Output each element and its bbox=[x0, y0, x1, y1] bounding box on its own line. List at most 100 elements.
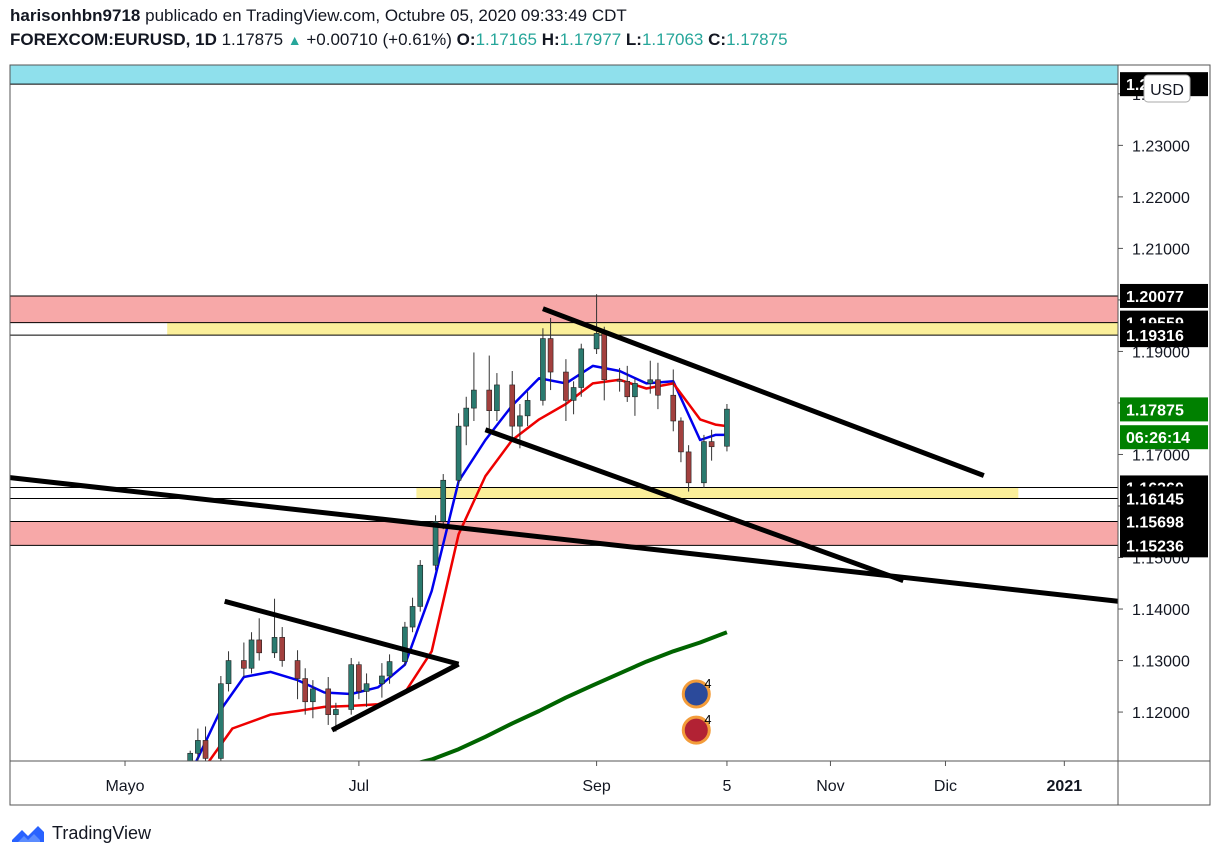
candle-body bbox=[616, 379, 623, 382]
price-label-box bbox=[1120, 283, 1208, 308]
candle-body bbox=[455, 425, 462, 481]
candle-body bbox=[363, 683, 370, 692]
candle-body bbox=[417, 564, 424, 607]
up-triangle-icon: ▲ bbox=[287, 32, 302, 48]
x-tick-label: 2021 bbox=[1047, 778, 1083, 795]
author-name[interactable]: harisonhbn9718 bbox=[10, 6, 141, 25]
candle-body bbox=[655, 379, 661, 396]
open-value: 1.17165 bbox=[475, 30, 538, 49]
candle-body bbox=[386, 661, 393, 677]
trendlines-layer bbox=[10, 306, 1118, 733]
trendline-triangle-upper bbox=[224, 598, 460, 667]
candle-body bbox=[486, 389, 493, 411]
chart-header: harisonhbn9718 publicado en TradingView.… bbox=[10, 6, 1210, 54]
price-label-text: 1.20077 bbox=[1126, 289, 1184, 306]
close-value: 1.17875 bbox=[726, 30, 788, 49]
candle-body bbox=[356, 664, 362, 692]
candle-body bbox=[241, 660, 247, 669]
price-label-box bbox=[1120, 486, 1208, 511]
candle-body bbox=[218, 683, 224, 759]
candle-body bbox=[402, 626, 408, 662]
y-tick-label: 1.23000 bbox=[1132, 138, 1190, 155]
trendline-triangle-lower bbox=[330, 661, 460, 733]
candle-body bbox=[647, 379, 654, 384]
tradingview-logo-icon[interactable] bbox=[10, 822, 46, 844]
candle-body bbox=[517, 415, 523, 427]
y-tick-label: 1.13000 bbox=[1132, 654, 1190, 671]
event-count: 4 bbox=[704, 712, 711, 727]
candle-body bbox=[440, 479, 447, 522]
candle-body bbox=[463, 407, 470, 427]
trendline-channel-lower bbox=[484, 427, 905, 584]
candle-body bbox=[685, 451, 692, 484]
candle-body bbox=[294, 660, 301, 679]
candle-body bbox=[271, 637, 278, 654]
candle-body bbox=[279, 637, 286, 661]
frame-layer bbox=[9, 64, 1211, 806]
price-labels-layer: 1.241881.200771.195591.193161.1787506:26… bbox=[1120, 72, 1208, 558]
axes-layer: 1.240001.230001.220001.210001.200001.190… bbox=[105, 87, 1189, 795]
event-count: 4 bbox=[704, 676, 711, 691]
zone-support-yellow bbox=[416, 487, 1019, 499]
candle-body bbox=[524, 400, 531, 417]
low-label: L: bbox=[625, 30, 642, 49]
published-text: publicado en TradingView.com, Octubre 05… bbox=[145, 6, 627, 25]
chart-frame bbox=[9, 64, 1211, 806]
price-change: +0.00710 (+0.61%) bbox=[306, 30, 452, 49]
ma-long-line bbox=[417, 630, 728, 761]
currency-badge bbox=[1143, 74, 1191, 103]
currency-label: USD bbox=[1150, 82, 1184, 99]
candle-body bbox=[202, 740, 209, 759]
us-event-icon bbox=[681, 715, 711, 745]
y-tick-label: 1.12000 bbox=[1132, 705, 1190, 722]
candle-body bbox=[494, 384, 500, 411]
trendline-channel-upper bbox=[542, 306, 985, 478]
symbol-label[interactable]: FOREXCOM:EURUSD, 1D bbox=[10, 30, 217, 49]
candles-layer bbox=[187, 294, 730, 761]
candle-body bbox=[256, 639, 263, 654]
price-label-text: 1.19316 bbox=[1126, 328, 1184, 345]
candle-body bbox=[409, 606, 416, 628]
zone-resistance-yellow bbox=[167, 322, 1118, 336]
close-label: C: bbox=[708, 30, 727, 49]
last-price: 1.17875 bbox=[221, 30, 284, 49]
brand-name[interactable]: TradingView bbox=[52, 822, 152, 843]
candle-body bbox=[509, 384, 516, 427]
candle-body bbox=[678, 420, 684, 453]
high-value: 1.17977 bbox=[559, 30, 622, 49]
publish-info: harisonhbn9718 publicado en TradingView.… bbox=[10, 6, 1210, 30]
x-tick-label: Nov bbox=[816, 778, 844, 795]
candle-body bbox=[432, 521, 439, 566]
price-label-text: 1.15236 bbox=[1126, 538, 1184, 555]
ohlc-line: FOREXCOM:EURUSD, 1D 1.17875 ▲ +0.00710 (… bbox=[10, 30, 1210, 54]
candle-body bbox=[379, 675, 385, 685]
price-label-box bbox=[1120, 509, 1208, 534]
price-label-box bbox=[1120, 425, 1208, 450]
y-tick-label: 1.22000 bbox=[1132, 190, 1190, 207]
candle-body bbox=[225, 660, 232, 685]
candle-body bbox=[187, 752, 193, 761]
candle-body bbox=[601, 333, 608, 381]
candle-body bbox=[195, 740, 201, 754]
candle-body bbox=[471, 389, 477, 409]
y-tick-label: 1.17000 bbox=[1132, 447, 1190, 464]
ma-slow-line bbox=[207, 378, 728, 761]
price-label-text: 1.16145 bbox=[1126, 492, 1184, 509]
price-label-text: 06:26:14 bbox=[1126, 430, 1190, 447]
x-tick-label: Mayo bbox=[105, 778, 144, 795]
eu-event-icon bbox=[681, 679, 711, 709]
high-label: H: bbox=[541, 30, 560, 49]
zone-support-red bbox=[10, 521, 1118, 546]
price-label-box bbox=[1120, 533, 1208, 558]
candle-body bbox=[593, 333, 600, 350]
zone-resistance-blue bbox=[10, 65, 1118, 85]
y-tick-label: 1.21000 bbox=[1132, 241, 1190, 258]
candle-body bbox=[547, 338, 554, 373]
candle-body bbox=[325, 688, 332, 715]
candle-body bbox=[578, 348, 585, 388]
events-layer: 44 bbox=[681, 676, 712, 745]
x-tick-label: Sep bbox=[582, 778, 611, 795]
x-tick-label: Dic bbox=[934, 778, 957, 795]
candle-body bbox=[570, 387, 577, 401]
